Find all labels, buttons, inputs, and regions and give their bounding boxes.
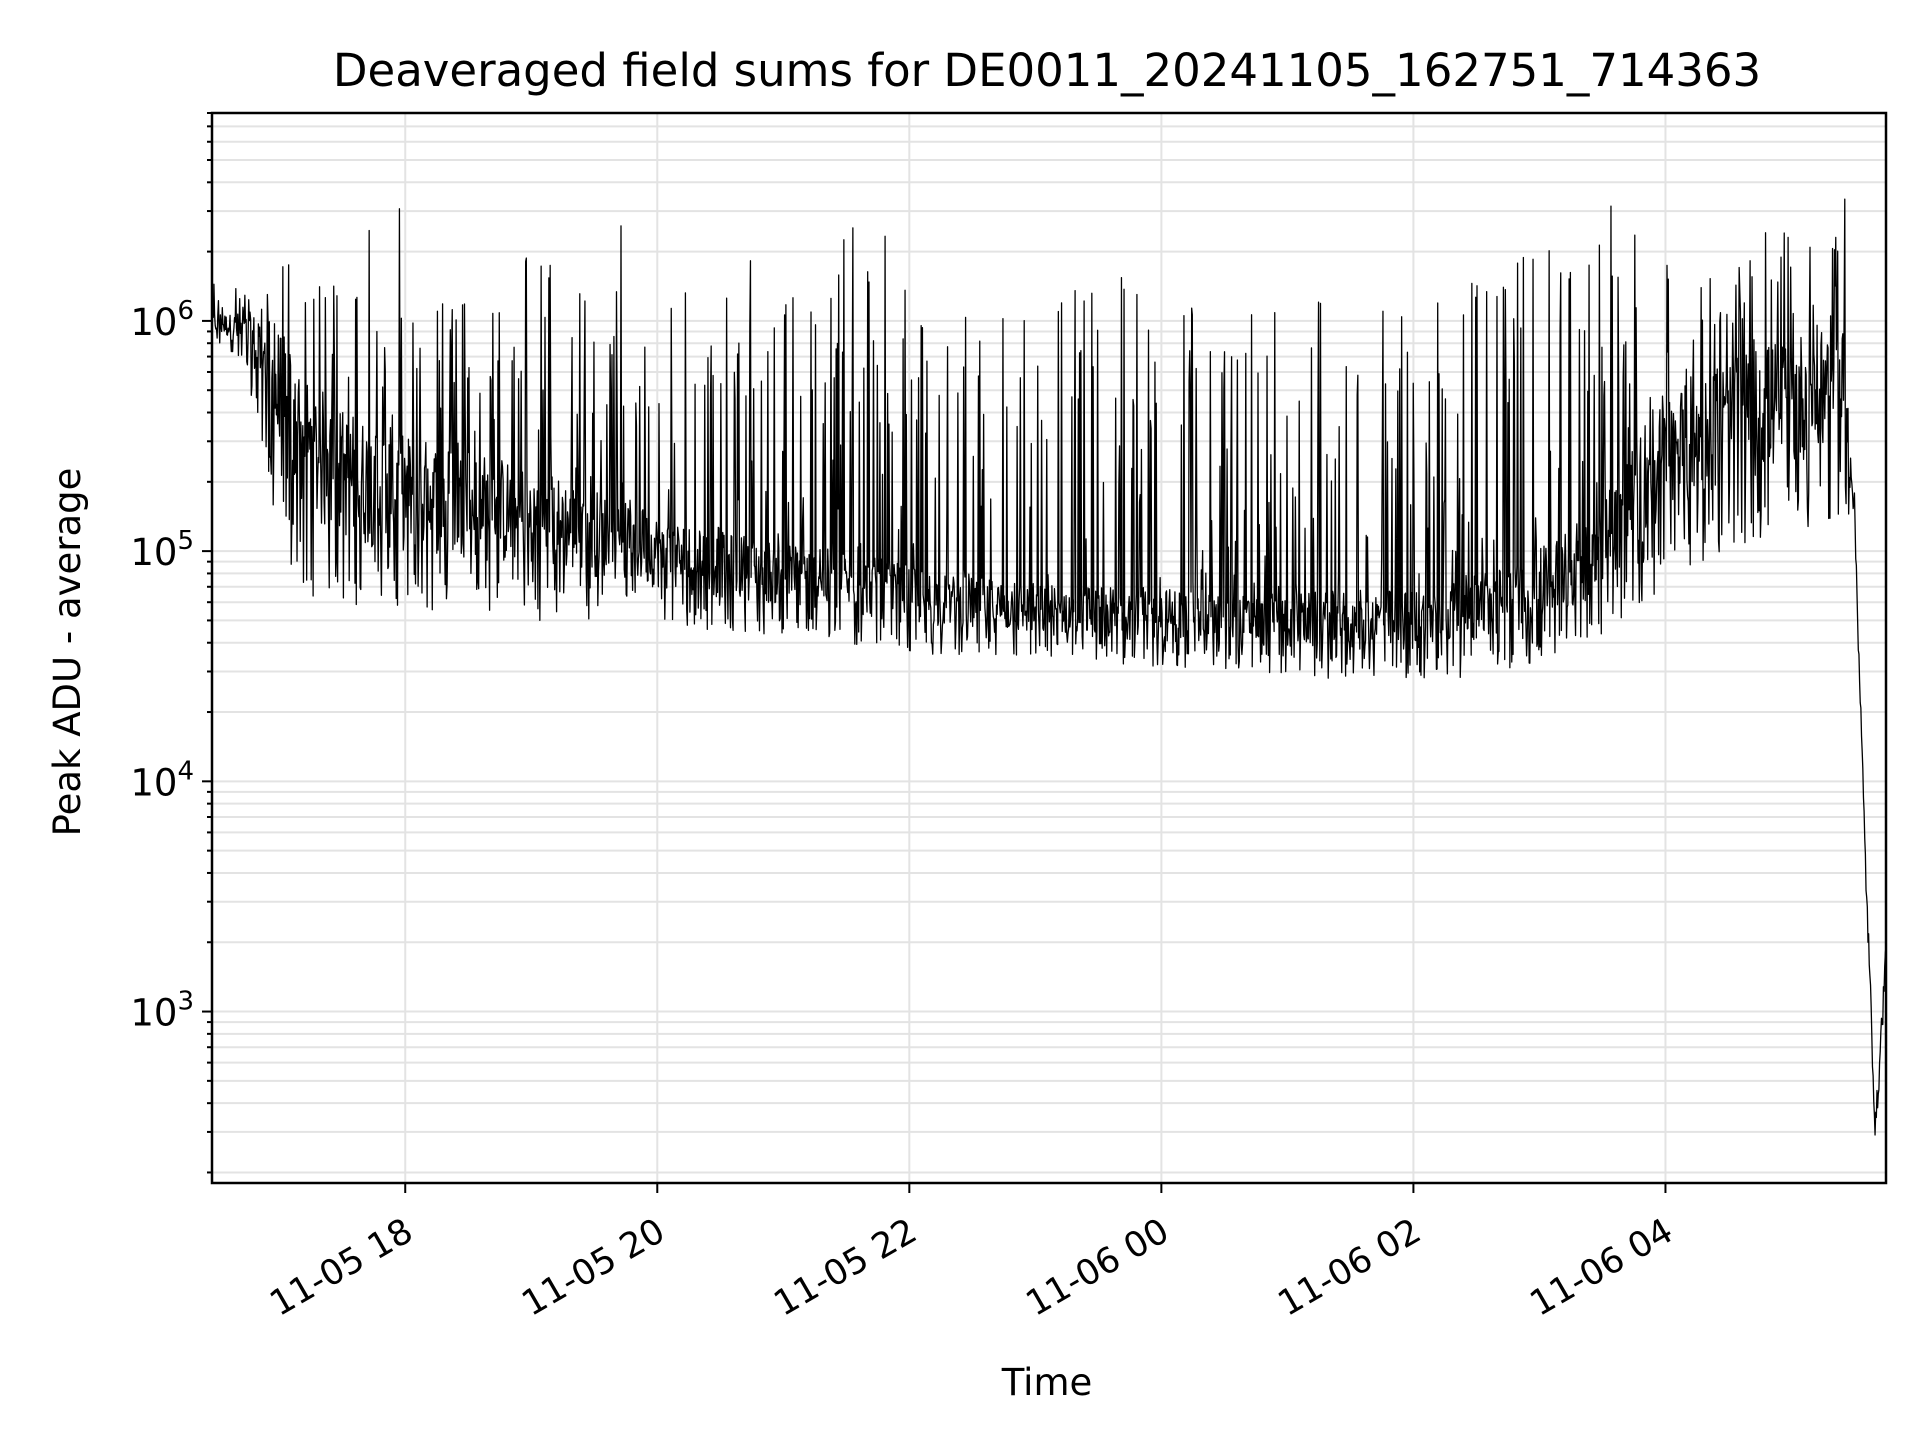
x-tick-label: 11-06 04: [1524, 1211, 1680, 1324]
series-layer: [211, 198, 1887, 1136]
plot-frame: [210, 111, 1888, 1185]
y-tick-label: 106: [130, 296, 194, 344]
x-tick-label: 11-05 18: [263, 1211, 419, 1324]
y-axis-label: Peak ADU - average: [46, 468, 89, 837]
x-tick-label: 11-06 02: [1272, 1211, 1428, 1324]
x-axis-label: Time: [1001, 1361, 1093, 1404]
y-tick-label: 103: [130, 987, 194, 1035]
grid-layer: [212, 112, 1886, 1183]
x-tick-label: 11-05 20: [515, 1211, 671, 1324]
chart-title: Deaveraged field sums for DE0011_2024110…: [333, 44, 1761, 97]
y-tick-label: 104: [130, 756, 194, 804]
series-line: [211, 198, 1887, 1136]
x-tick-label: 11-05 22: [768, 1211, 924, 1324]
y-tick-label: 105: [130, 526, 194, 574]
x-tick-label: 11-06 00: [1020, 1211, 1176, 1324]
axes-layer: 11-05 18 11-05 20 11-05 22 11-06 00 11-06 02…: [130, 111, 1888, 1324]
